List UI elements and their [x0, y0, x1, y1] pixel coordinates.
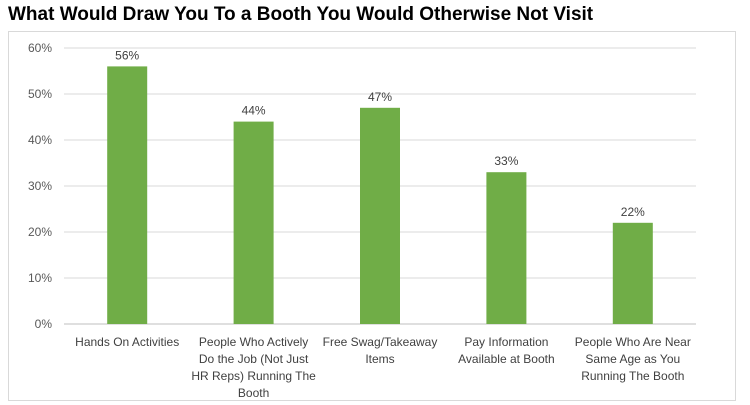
- y-axis-ticks: 0% 10% 20% 30% 40% 50% 60%: [28, 41, 52, 331]
- y-tick-label: 50%: [28, 87, 52, 101]
- y-tick-label: 60%: [28, 41, 52, 55]
- bar: [486, 172, 527, 324]
- bar: [360, 107, 400, 324]
- data-label: 44%: [242, 104, 266, 118]
- chart-frame: [8, 31, 736, 401]
- y-tick-label: 0%: [35, 317, 53, 331]
- data-labels: 56% 44% 47% 33% 22%: [115, 48, 645, 218]
- data-label: 33%: [494, 154, 518, 168]
- x-category-label: Pay Information Available at Booth: [458, 335, 555, 366]
- data-label: 22%: [621, 205, 645, 219]
- chart-title: What Would Draw You To a Booth You Would…: [8, 4, 594, 25]
- y-tick-label: 20%: [28, 225, 52, 239]
- x-category-label: Free Swag/Takeaway Items: [323, 335, 438, 366]
- bar: [612, 222, 653, 324]
- x-axis-labels: Hands On Activities People Who Actively Do…: [75, 335, 691, 400]
- y-tick-label: 30%: [28, 179, 52, 193]
- y-tick-label: 40%: [28, 133, 52, 147]
- x-category-label: People Who Actively Do the Job (Not Just H…: [191, 335, 316, 400]
- bar: [107, 66, 148, 325]
- bars: [107, 66, 653, 325]
- data-label: 47%: [368, 90, 392, 104]
- x-category-label: People Who Are Near Same Age as You Runnin…: [575, 335, 691, 383]
- x-category-label: Hands On Activities: [75, 335, 179, 349]
- data-label: 56%: [115, 48, 139, 62]
- y-tick-label: 10%: [28, 271, 52, 285]
- bar: [233, 121, 274, 324]
